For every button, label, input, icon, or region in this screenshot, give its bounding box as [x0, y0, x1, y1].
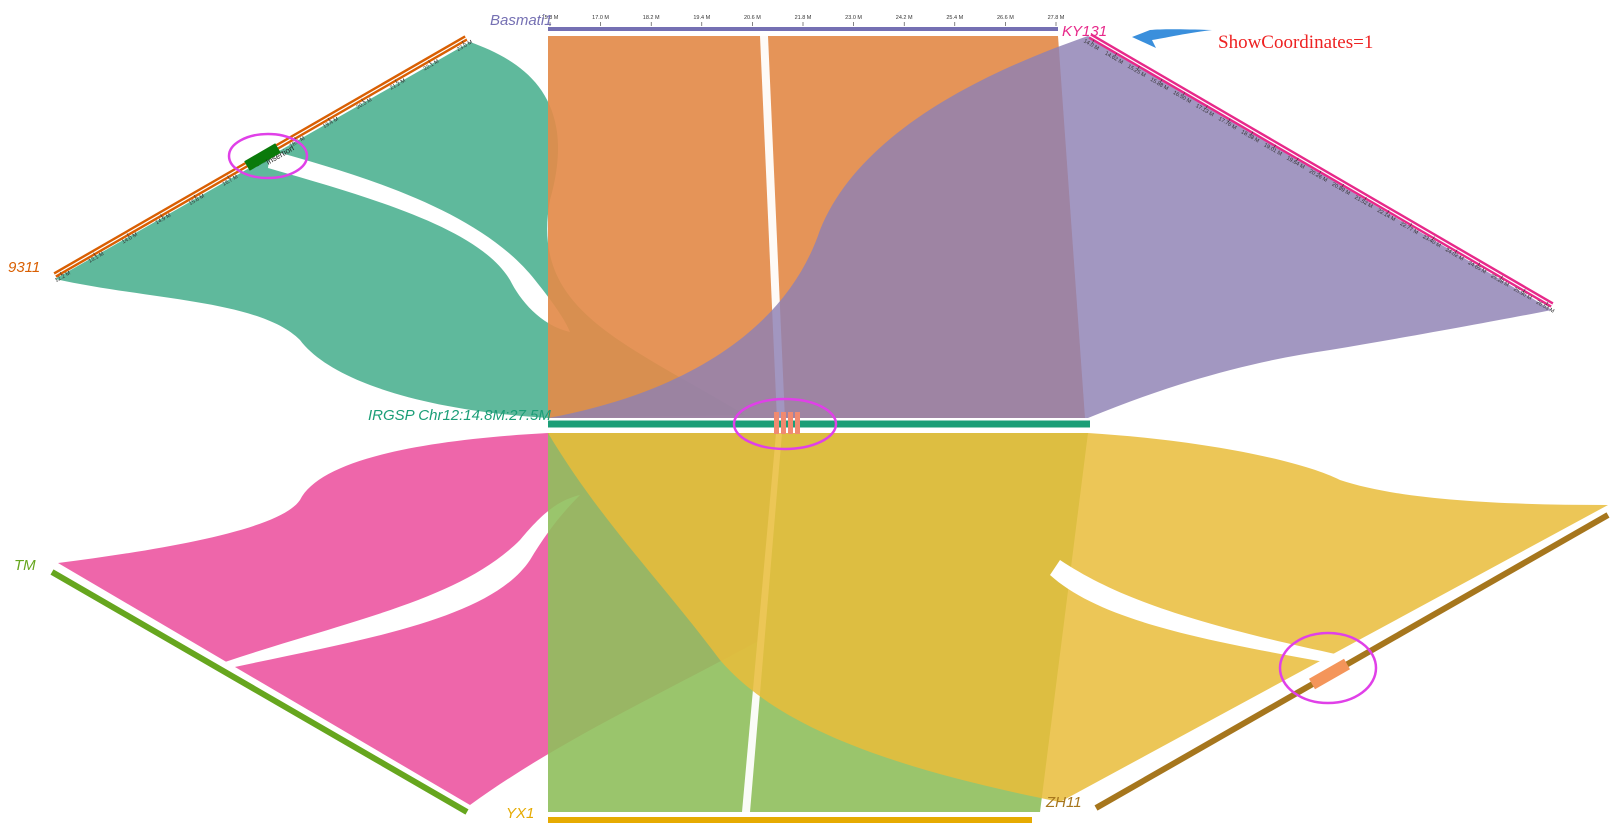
ky131-bar-inner — [1089, 35, 1553, 306]
highlight-ellipse-zh11 — [1278, 631, 1378, 705]
ky131-tick-mark — [1432, 236, 1435, 241]
ribbon-ky131-irgsp — [548, 36, 1552, 418]
ky131-tick-mark — [1477, 262, 1481, 267]
ky131-tick-mark — [1182, 92, 1186, 97]
ribbon-irgsp-zh11 — [548, 433, 1608, 802]
9311-tick-mark — [126, 233, 130, 238]
label-zh11: ZH11 — [1045, 794, 1082, 811]
ky131-tick-mark — [1364, 197, 1367, 201]
ribbon-gap-tm — [225, 495, 580, 668]
9311-tick-mark — [461, 40, 465, 45]
ky131-tick-mark — [1523, 288, 1526, 293]
ky131-tick-mark — [1159, 79, 1163, 83]
label-9311: 9311 — [8, 259, 40, 276]
tm-bar — [50, 569, 469, 815]
9311-tick-mark — [93, 252, 96, 257]
ribbon-gap-9311 — [268, 150, 570, 332]
label-yx1: YX1 — [506, 805, 534, 822]
zh11-bar — [1094, 512, 1610, 811]
highlight-segment — [781, 412, 786, 434]
insertion-block — [244, 143, 281, 171]
basmati-tick-label: 26.6 M — [997, 15, 1014, 21]
ky131-tick-mark — [1545, 301, 1549, 306]
axis-zh11 — [1094, 512, 1610, 811]
label-basmati: Basmati1 — [490, 12, 553, 29]
basmati-tick-label: 25.4 M — [946, 15, 963, 21]
ky131-tick-mark — [1318, 170, 1322, 175]
ky131-tick-mark — [1227, 118, 1231, 123]
ky131-tick-mark — [1091, 39, 1095, 44]
axis-tm — [50, 569, 469, 815]
ky131-tick-mark — [1296, 157, 1299, 162]
9311-tick-mark — [193, 194, 197, 199]
basmati-tick-label: 23.0 M — [845, 15, 862, 21]
ky131-tick-mark — [1250, 131, 1254, 136]
9311-tick-mark — [227, 175, 230, 180]
label-tm: TM — [14, 557, 36, 574]
ky131-tick-mark — [1341, 183, 1344, 188]
highlight-segment — [788, 412, 793, 434]
basmati-tick-label: 17.0 M — [592, 15, 609, 21]
ky131-tick-mark — [1409, 223, 1413, 228]
ky131-tick-mark — [1114, 52, 1117, 57]
ky131-tick-mark — [1454, 249, 1458, 254]
basmati-tick-label: 20.6 M — [744, 15, 761, 21]
irgsp-highlight-segments — [774, 412, 800, 434]
basmati-ticks: 15.8 M 17.0 M 18.2 M 19.4 M 20.6 M 21.8 M 23.0… — [542, 15, 1065, 26]
zh11-highlight-block — [1309, 658, 1350, 690]
highlight-ellipse-irgsp — [732, 397, 838, 451]
ky131-tick-mark — [1273, 144, 1276, 149]
axis-basmati: 15.8 M 17.0 M 18.2 M 19.4 M 20.6 M 21.8 M 23.0… — [542, 15, 1065, 31]
9311-tick-mark — [394, 79, 398, 84]
basmati-tick-label: 21.8 M — [795, 15, 812, 21]
show-coordinates-note: ShowCoordinates=1 — [1218, 32, 1373, 53]
ky131-tick-mark — [1205, 105, 1208, 110]
show-coordinates-arrow-icon — [1132, 29, 1212, 48]
axis-irgsp — [548, 412, 1090, 434]
9311-tick-mark — [160, 214, 163, 218]
ky131-tick-mark — [1500, 275, 1503, 280]
9311-tick-mark — [361, 98, 364, 103]
basmati-tick-label: 15.8 M — [542, 15, 559, 21]
basmati-tick-label: 19.4 M — [693, 15, 710, 21]
highlight-ellipse-insertion — [227, 132, 309, 180]
ribbon-gap-zh11 — [1050, 560, 1340, 664]
9311-tick-mark — [59, 271, 63, 276]
label-irgsp: IRGSP Chr12:14.8M:27.5M — [368, 407, 551, 424]
label-ky131: KY131 — [1062, 23, 1107, 40]
ky131-tick-mark — [1386, 210, 1390, 214]
basmati-tick-label: 24.2 M — [896, 15, 913, 21]
basmati-tick-label: 27.8 M — [1048, 15, 1065, 21]
9311-tick-mark — [327, 117, 331, 122]
basmati-tick-label: 18.2 M — [643, 15, 660, 21]
highlight-segment — [795, 412, 800, 434]
ky131-tick-mark — [1137, 66, 1140, 70]
9311-tick-mark — [428, 60, 431, 64]
highlight-segment — [774, 412, 779, 434]
